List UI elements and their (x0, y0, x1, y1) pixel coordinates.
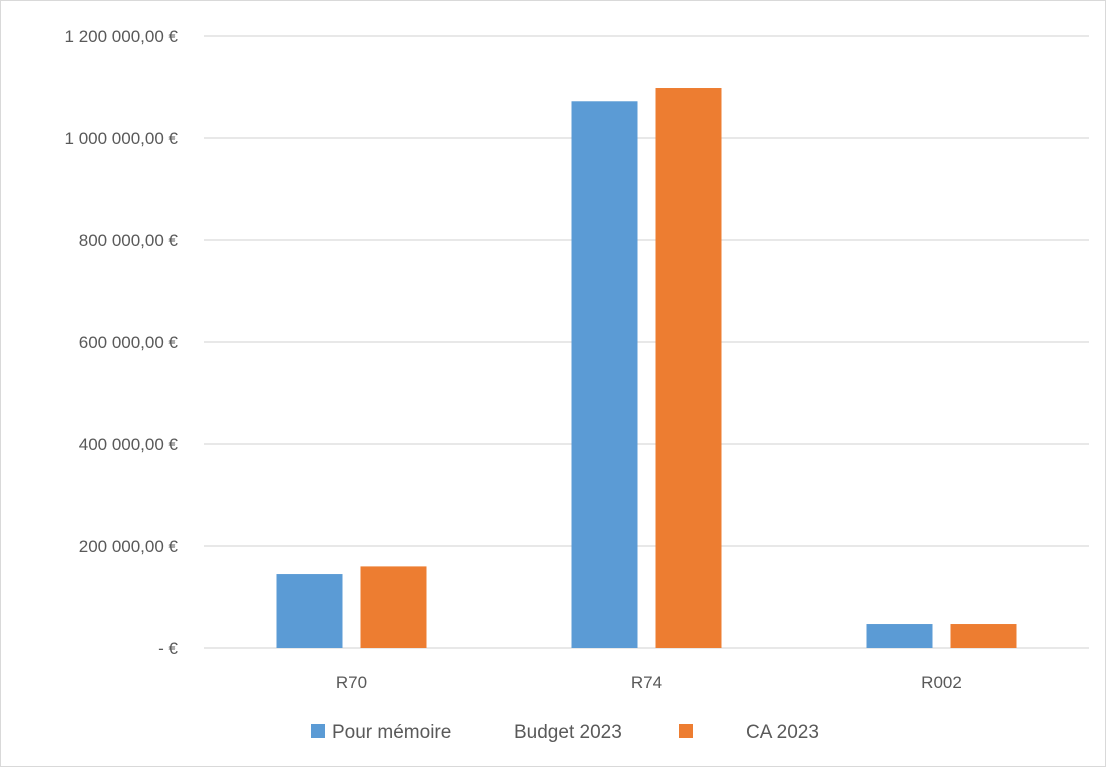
legend-swatch-series-1 (311, 724, 325, 738)
bar-r70-series-1 (276, 574, 343, 648)
y-tick-label: 200 000,00 € (79, 537, 179, 556)
y-tick-label: 1 200 000,00 € (65, 27, 179, 46)
legend-label-series-1: Pour mémoire (332, 722, 451, 743)
x-tick-label: R70 (336, 673, 367, 692)
legend: Pour mémoire Budget 2023 CA 2023 (311, 722, 819, 743)
gridlines (204, 35, 1089, 649)
y-tick-label: 1 000 000,00 € (65, 129, 179, 148)
y-tick-label: - € (158, 639, 178, 658)
bars (276, 88, 1017, 648)
bar-r74-series-1 (571, 101, 638, 648)
bar-r002-series-2 (950, 624, 1017, 648)
legend-label-series-2: CA 2023 (746, 722, 819, 743)
y-tick-label: 400 000,00 € (79, 435, 179, 454)
y-tick-label: 800 000,00 € (79, 231, 179, 250)
x-tick-label: R74 (631, 673, 662, 692)
bar-r74-series-2 (655, 88, 722, 648)
bar-r70-series-2 (360, 566, 427, 648)
legend-extra-label: Budget 2023 (514, 722, 622, 743)
bar-r002-series-1 (866, 624, 933, 648)
x-tick-label: R002 (921, 673, 962, 692)
y-axis-tick-labels: - € 200 000,00 € 400 000,00 € 600 000,00 € 8… (65, 27, 179, 658)
y-tick-label: 600 000,00 € (79, 333, 179, 352)
legend-swatch-series-2 (679, 724, 693, 738)
x-axis-tick-labels: R70 R74 R002 (336, 673, 962, 692)
